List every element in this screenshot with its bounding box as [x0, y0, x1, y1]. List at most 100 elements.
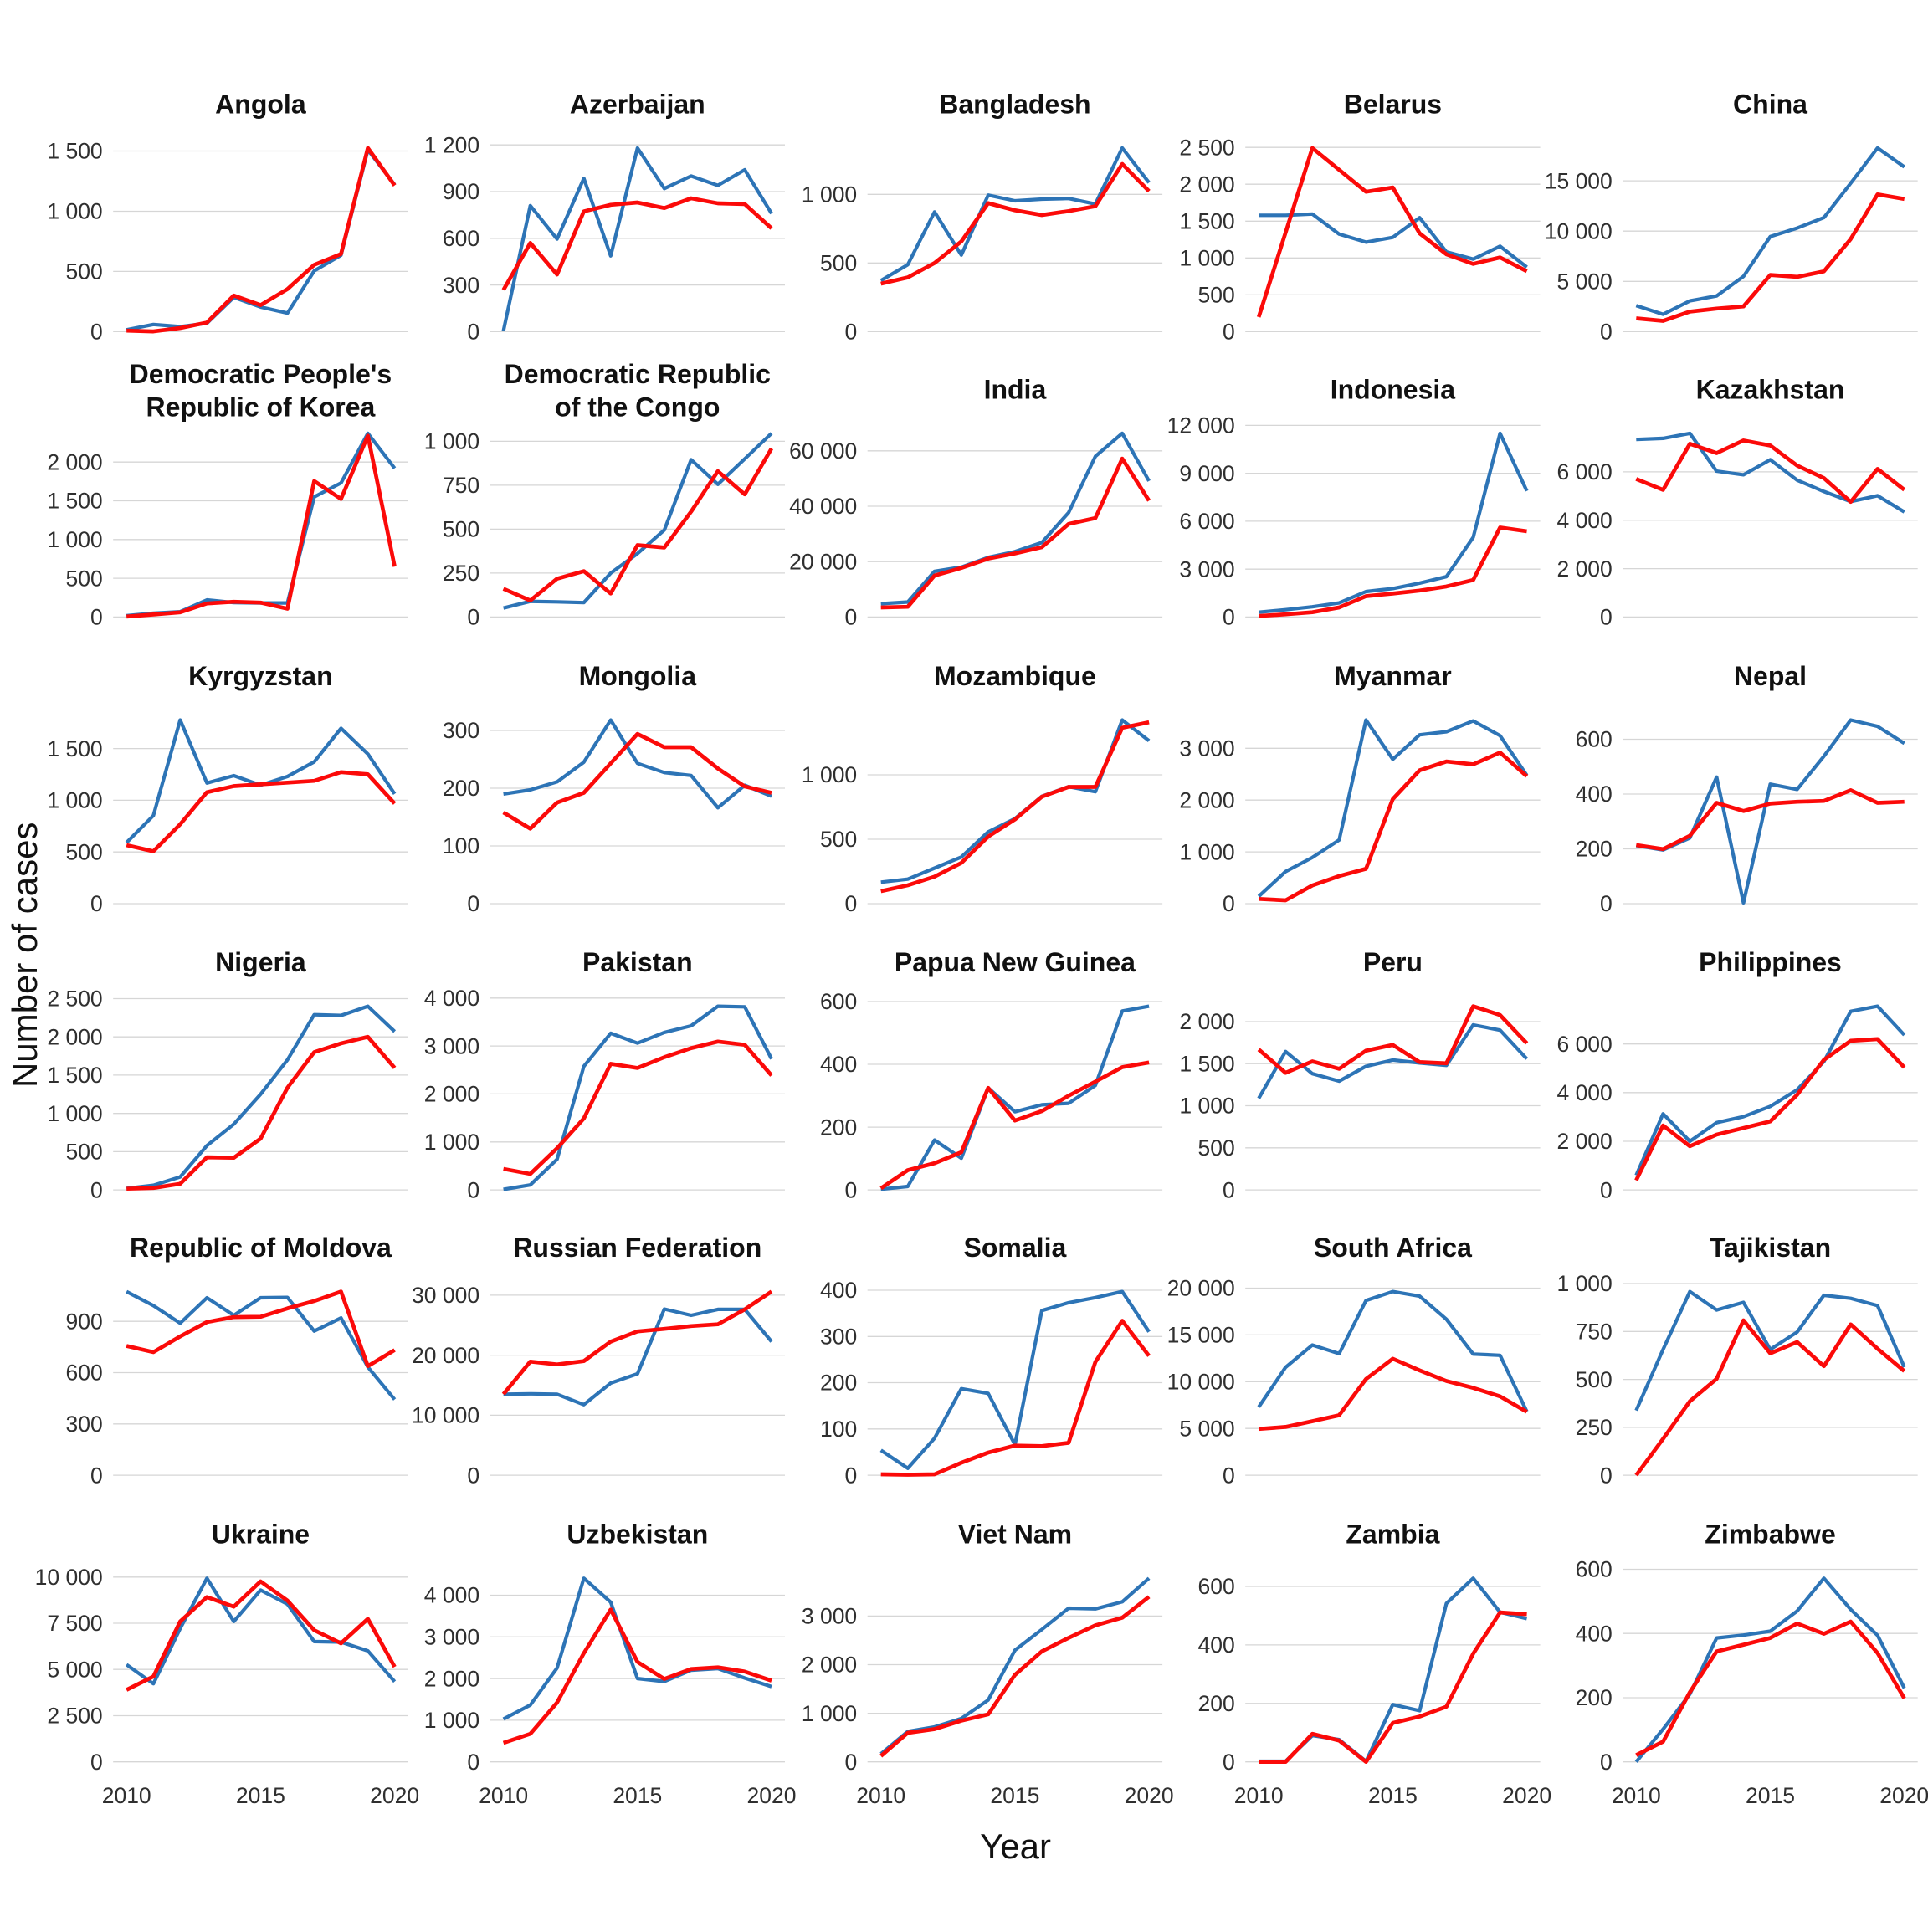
svg-text:500: 500	[65, 1140, 102, 1165]
svg-text:6 000: 6 000	[1556, 459, 1612, 484]
svg-text:15 000: 15 000	[1167, 1323, 1235, 1348]
svg-text:400: 400	[1576, 782, 1613, 807]
svg-text:20 000: 20 000	[789, 549, 857, 574]
svg-text:Nigeria: Nigeria	[215, 947, 306, 977]
svg-text:0: 0	[90, 605, 103, 630]
svg-text:1 500: 1 500	[1179, 209, 1234, 234]
svg-text:200: 200	[1197, 1691, 1234, 1716]
svg-text:0: 0	[844, 891, 857, 916]
svg-text:1 000: 1 000	[1179, 246, 1234, 271]
svg-text:0: 0	[844, 605, 857, 630]
svg-text:1 000: 1 000	[47, 1101, 102, 1126]
svg-text:0: 0	[467, 320, 479, 345]
svg-text:300: 300	[820, 1325, 857, 1350]
svg-text:4 000: 4 000	[1556, 1080, 1612, 1105]
svg-text:500: 500	[1197, 1135, 1234, 1161]
svg-text:600: 600	[443, 226, 479, 251]
svg-text:6 000: 6 000	[1556, 1032, 1612, 1057]
svg-text:Angola: Angola	[215, 89, 306, 119]
svg-text:Democratic Republic: Democratic Republic	[505, 359, 771, 389]
svg-text:2 500: 2 500	[1179, 135, 1234, 160]
svg-text:200: 200	[820, 1115, 857, 1140]
svg-text:1 000: 1 000	[47, 788, 102, 813]
svg-text:600: 600	[1576, 1557, 1613, 1582]
svg-text:2 000: 2 000	[1556, 1129, 1612, 1154]
svg-text:0: 0	[467, 605, 479, 630]
svg-text:1 000: 1 000	[1556, 1271, 1612, 1296]
svg-text:1 000: 1 000	[802, 1701, 857, 1726]
svg-text:600: 600	[1197, 1574, 1234, 1599]
svg-text:2010: 2010	[479, 1783, 528, 1808]
svg-text:2010: 2010	[856, 1783, 905, 1808]
svg-text:0: 0	[90, 891, 103, 916]
svg-text:1 000: 1 000	[802, 182, 857, 208]
svg-text:India: India	[984, 374, 1047, 404]
svg-text:0: 0	[467, 1177, 479, 1202]
svg-text:0: 0	[90, 1463, 103, 1488]
svg-text:200: 200	[1576, 1685, 1613, 1710]
svg-text:2 000: 2 000	[802, 1653, 857, 1678]
svg-text:0: 0	[90, 320, 103, 345]
svg-text:2020: 2020	[1879, 1783, 1928, 1808]
svg-text:400: 400	[820, 1052, 857, 1077]
svg-text:Zimbabwe: Zimbabwe	[1705, 1519, 1835, 1550]
svg-text:200: 200	[820, 1371, 857, 1396]
svg-text:10 000: 10 000	[1167, 1370, 1235, 1395]
svg-text:0: 0	[844, 1177, 857, 1202]
svg-text:2 000: 2 000	[424, 1666, 479, 1691]
svg-text:0: 0	[844, 1750, 857, 1775]
svg-text:1 200: 1 200	[424, 132, 479, 157]
svg-text:2 000: 2 000	[47, 449, 102, 474]
svg-text:1 000: 1 000	[47, 527, 102, 552]
svg-text:500: 500	[1576, 1367, 1613, 1392]
svg-text:0: 0	[467, 891, 479, 916]
svg-text:20 000: 20 000	[412, 1343, 479, 1368]
svg-text:0: 0	[1600, 1750, 1613, 1775]
svg-text:1 500: 1 500	[47, 1063, 102, 1088]
svg-text:2 000: 2 000	[1556, 556, 1612, 582]
svg-text:4 000: 4 000	[1556, 508, 1612, 533]
svg-text:6 000: 6 000	[1179, 509, 1234, 534]
svg-text:2015: 2015	[1746, 1783, 1795, 1808]
svg-text:400: 400	[1197, 1632, 1234, 1658]
svg-text:0: 0	[1600, 1177, 1613, 1202]
svg-text:2 000: 2 000	[1179, 172, 1234, 197]
svg-text:500: 500	[65, 259, 102, 284]
svg-text:0: 0	[1600, 1463, 1613, 1488]
svg-text:1 000: 1 000	[424, 1708, 479, 1733]
svg-text:1 000: 1 000	[1179, 1094, 1234, 1119]
svg-text:300: 300	[443, 718, 479, 743]
svg-text:40 000: 40 000	[789, 494, 857, 519]
svg-text:Pakistan: Pakistan	[582, 947, 693, 977]
svg-text:Uzbekistan: Uzbekistan	[567, 1519, 708, 1550]
svg-text:Mozambique: Mozambique	[934, 661, 1096, 691]
svg-text:60 000: 60 000	[789, 438, 857, 464]
svg-text:400: 400	[820, 1278, 857, 1303]
svg-text:3 000: 3 000	[1179, 556, 1234, 582]
svg-text:600: 600	[65, 1361, 102, 1386]
svg-text:250: 250	[443, 561, 479, 586]
svg-text:2020: 2020	[747, 1783, 797, 1808]
svg-text:4 000: 4 000	[424, 986, 479, 1011]
svg-text:Bangladesh: Bangladesh	[939, 89, 1090, 119]
svg-text:500: 500	[65, 839, 102, 864]
svg-text:2010: 2010	[1234, 1783, 1284, 1808]
svg-text:Russian Federation: Russian Federation	[513, 1232, 761, 1263]
svg-text:2010: 2010	[102, 1783, 151, 1808]
svg-text:Philippines: Philippines	[1699, 947, 1842, 977]
svg-text:0: 0	[1223, 1463, 1235, 1488]
svg-text:Kazakhstan: Kazakhstan	[1696, 374, 1845, 404]
svg-text:2 000: 2 000	[47, 1024, 102, 1049]
svg-text:750: 750	[443, 473, 479, 498]
svg-text:2015: 2015	[613, 1783, 662, 1808]
svg-text:Democratic People's: Democratic People's	[130, 359, 392, 389]
svg-text:1 000: 1 000	[47, 199, 102, 224]
svg-text:Zambia: Zambia	[1346, 1519, 1439, 1550]
svg-text:2 000: 2 000	[1179, 1009, 1234, 1034]
svg-text:Indonesia: Indonesia	[1331, 374, 1456, 404]
svg-text:0: 0	[1223, 1750, 1235, 1775]
svg-text:500: 500	[820, 251, 857, 276]
svg-text:1 500: 1 500	[1179, 1051, 1234, 1076]
svg-text:Myanmar: Myanmar	[1334, 661, 1452, 691]
svg-text:10 000: 10 000	[1545, 218, 1613, 243]
